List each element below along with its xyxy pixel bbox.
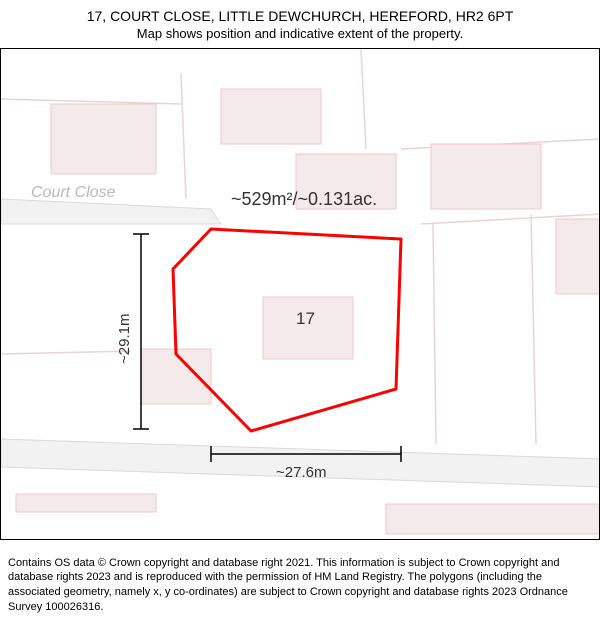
map-header: 17, COURT CLOSE, LITTLE DEWCHURCH, HEREF… [0, 0, 600, 45]
property-area-label: ~529m²/~0.131ac. [231, 189, 377, 210]
horizontal-dimension-label: ~27.6m [276, 464, 326, 481]
property-address-title: 17, COURT CLOSE, LITTLE DEWCHURCH, HEREF… [10, 8, 590, 24]
vertical-dimension-label: ~29.1m [116, 314, 133, 364]
property-number-label: 17 [296, 309, 315, 329]
property-map: Court Close ~529m²/~0.131ac. 17 ~29.1m ~… [0, 48, 600, 540]
map-subtitle: Map shows position and indicative extent… [10, 26, 590, 41]
copyright-footer: Contains OS data © Crown copyright and d… [0, 550, 600, 625]
street-name-label: Court Close [31, 184, 115, 202]
